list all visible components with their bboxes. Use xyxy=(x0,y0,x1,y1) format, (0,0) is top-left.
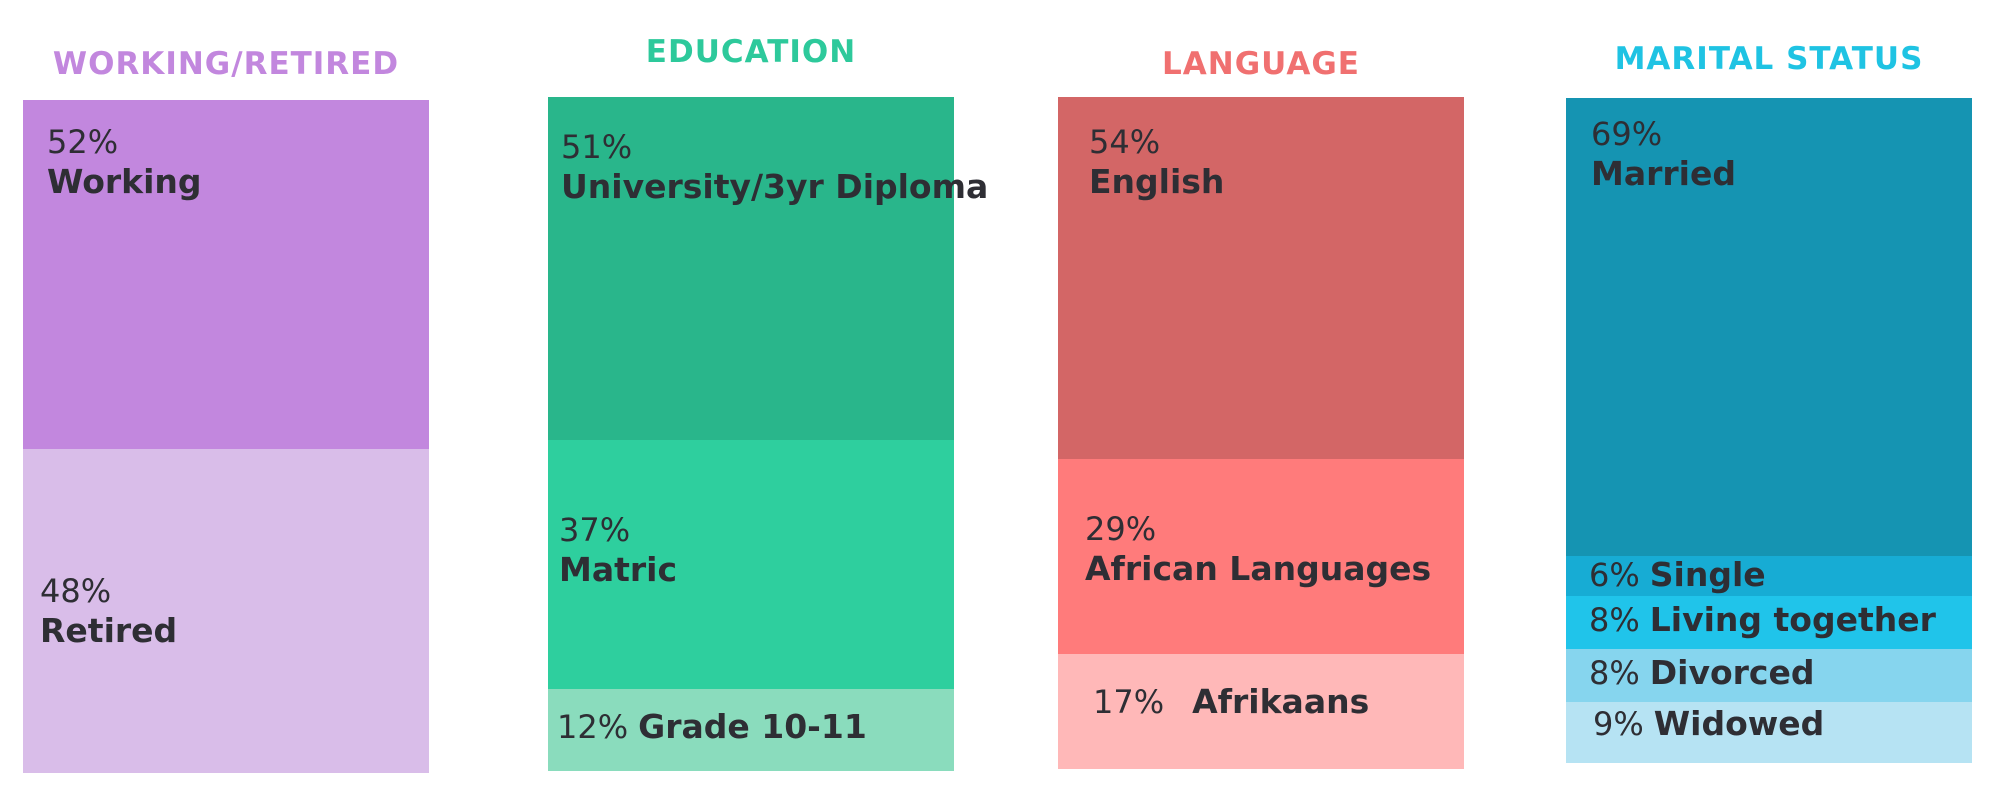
data-label-percent: 6% xyxy=(1589,556,1640,595)
bar-segment: 51% University/3yr Diploma xyxy=(548,97,988,441)
bar-segment: 8% Living together xyxy=(1566,596,1972,650)
segment-label: 8% Living together xyxy=(1589,600,1936,639)
stacked-column: 69% Married 6% Single 8% Living together 8% Div… xyxy=(1566,98,1972,763)
data-label-category: Married xyxy=(1591,154,1736,193)
data-label-category: Working xyxy=(47,162,202,201)
data-label-category: Widowed xyxy=(1653,704,1825,744)
segment-label: 48% Retired xyxy=(40,571,177,651)
bar-segment: 52% Working xyxy=(23,100,429,451)
bar-segment: 54% English xyxy=(1058,97,1464,460)
bar-segment: 12% Grade 10-11 xyxy=(548,689,954,771)
column-title: MARITAL STATUS xyxy=(1614,41,1924,77)
data-label-percent: 8% xyxy=(1589,654,1640,693)
segment-label: 17% Afrikaans xyxy=(1093,681,1370,721)
data-label-category: Living together xyxy=(1649,600,1936,639)
bar-segment: 8% Divorced xyxy=(1566,649,1972,703)
stacked-column: 52% Working 48% Retired xyxy=(23,100,429,773)
data-label-category: Divorced xyxy=(1649,653,1815,693)
data-label-category: Matric xyxy=(559,550,678,590)
segment-label: 12% Grade 10-11 xyxy=(557,707,867,747)
segment-label: 6% Single xyxy=(1589,555,1766,595)
bar-segment: 69% Married xyxy=(1566,98,1972,557)
segment-label: 51% University/3yr Diploma xyxy=(561,127,988,207)
data-label-percent: 29% xyxy=(1085,510,1157,549)
data-label-percent: 51% xyxy=(561,128,633,166)
column-title: WORKING/RETIRED xyxy=(52,46,400,82)
stacked-column: 51% University/3yr Diploma 37% Matric 12% Gra… xyxy=(548,97,988,771)
segment-label: 9% Widowed xyxy=(1593,704,1825,744)
data-label-category: Grade 10-11 xyxy=(638,707,867,747)
data-label-percent: 48% xyxy=(40,572,112,611)
data-label-category: Afrikaans xyxy=(1192,681,1370,721)
data-label-percent: 69% xyxy=(1591,115,1663,153)
data-label-category: University/3yr Diploma xyxy=(561,167,989,206)
data-label-category: African Languages xyxy=(1085,549,1432,589)
data-label-category: Single xyxy=(1649,555,1766,595)
column-title: EDUCATION xyxy=(645,34,857,70)
segment-label: 54% English xyxy=(1089,122,1224,202)
segment-label: 29% African Languages xyxy=(1085,509,1431,589)
data-label-percent: 8% xyxy=(1589,601,1640,639)
bar-segment: 17% Afrikaans xyxy=(1058,653,1464,769)
data-label-percent: 9% xyxy=(1593,705,1644,744)
segment-label: 37% Matric xyxy=(559,510,677,590)
data-label-category: Retired xyxy=(40,611,178,651)
column-title: LANGUAGE xyxy=(1162,46,1360,82)
data-label-percent: 54% xyxy=(1089,123,1161,161)
bar-segment: 6% Single xyxy=(1566,555,1972,597)
bar-segment: 37% Matric xyxy=(548,440,954,690)
segment-label: 52% Working xyxy=(47,122,202,202)
data-label-percent: 52% xyxy=(47,123,119,161)
data-label-percent: 37% xyxy=(559,511,631,550)
bar-segment: 9% Widowed xyxy=(1566,702,1972,763)
segment-label: 69% Married xyxy=(1591,114,1736,194)
data-label-category: English xyxy=(1089,162,1225,201)
data-label-percent: 17% xyxy=(1093,682,1165,721)
stacked-column: 54% English 29% African Languages 17% Afrikaa… xyxy=(1058,97,1464,769)
segment-label: 8% Divorced xyxy=(1589,653,1815,693)
data-label-percent: 12% xyxy=(557,708,629,747)
bar-segment: 29% African Languages xyxy=(1058,459,1464,655)
bar-segment: 48% Retired xyxy=(23,449,429,773)
